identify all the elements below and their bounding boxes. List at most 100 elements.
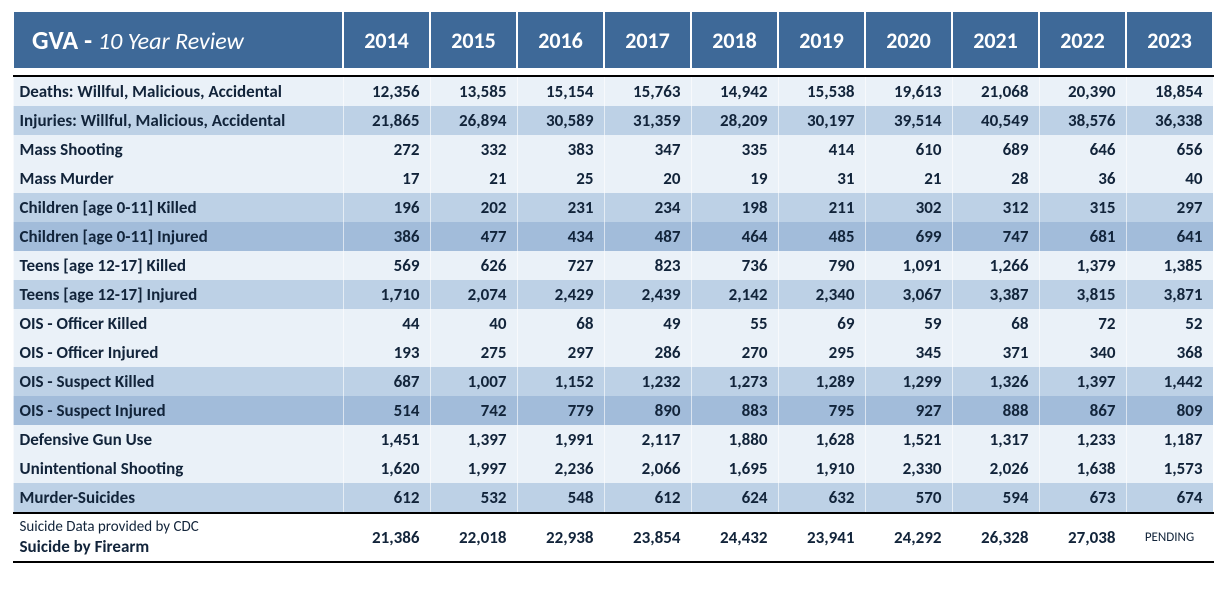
data-cell: 20 (604, 164, 691, 193)
data-cell: 1,326 (952, 367, 1039, 396)
table-row: Mass Shooting272332383347335414610689646… (13, 135, 1213, 164)
footer-cell: 24,432 (691, 513, 778, 562)
data-cell: 234 (604, 193, 691, 222)
data-cell: 44 (343, 309, 430, 338)
data-cell: 2,330 (865, 454, 952, 483)
row-label: Children [age 0-11] Killed (13, 193, 343, 222)
data-cell: 2,026 (952, 454, 1039, 483)
data-cell: 347 (604, 135, 691, 164)
data-cell: 302 (865, 193, 952, 222)
gva-table: GVA - 10 Year Review 2014 2015 2016 2017… (12, 12, 1214, 563)
data-cell: 548 (517, 483, 604, 513)
data-cell: 1,397 (1039, 367, 1126, 396)
data-cell: 270 (691, 338, 778, 367)
data-cell: 297 (517, 338, 604, 367)
row-label: OIS - Suspect Injured (13, 396, 343, 425)
data-cell: 632 (778, 483, 865, 513)
data-cell: 2,117 (604, 425, 691, 454)
row-label: OIS - Suspect Killed (13, 367, 343, 396)
year-header: 2018 (691, 12, 778, 68)
row-label: Deaths: Willful, Malicious, Accidental (13, 76, 343, 106)
data-cell: 414 (778, 135, 865, 164)
data-cell: 40,549 (952, 106, 1039, 135)
table-title: GVA - 10 Year Review (13, 12, 343, 68)
data-cell: 1,710 (343, 280, 430, 309)
data-cell: 1,573 (1126, 454, 1213, 483)
data-cell: 55 (691, 309, 778, 338)
data-cell: 1,091 (865, 251, 952, 280)
table-row: Injuries: Willful, Malicious, Accidental… (13, 106, 1213, 135)
data-cell: 286 (604, 338, 691, 367)
data-cell: 52 (1126, 309, 1213, 338)
data-cell: 15,538 (778, 76, 865, 106)
table-row: OIS - Officer Injured1932752972862702953… (13, 338, 1213, 367)
footer-cell: 22,938 (517, 513, 604, 562)
data-cell: 1,451 (343, 425, 430, 454)
row-label: Unintentional Shooting (13, 454, 343, 483)
table-row: OIS - Suspect Injured5147427798908837959… (13, 396, 1213, 425)
data-cell: 888 (952, 396, 1039, 425)
data-cell: 2,429 (517, 280, 604, 309)
data-cell: 1,299 (865, 367, 952, 396)
row-label: Children [age 0-11] Injured (13, 222, 343, 251)
data-cell: 40 (430, 309, 517, 338)
data-cell: 1,007 (430, 367, 517, 396)
data-cell: 681 (1039, 222, 1126, 251)
data-cell: 1,289 (778, 367, 865, 396)
data-cell: 790 (778, 251, 865, 280)
data-cell: 386 (343, 222, 430, 251)
data-cell: 345 (865, 338, 952, 367)
table-row: Children [age 0-11] Killed19620223123419… (13, 193, 1213, 222)
data-cell: 295 (778, 338, 865, 367)
data-cell: 674 (1126, 483, 1213, 513)
data-cell: 3,815 (1039, 280, 1126, 309)
data-cell: 1,152 (517, 367, 604, 396)
year-header: 2021 (952, 12, 1039, 68)
data-cell: 673 (1039, 483, 1126, 513)
data-cell: 727 (517, 251, 604, 280)
data-cell: 68 (952, 309, 1039, 338)
data-cell: 69 (778, 309, 865, 338)
data-cell: 38,576 (1039, 106, 1126, 135)
data-cell: 1,397 (430, 425, 517, 454)
data-cell: 371 (952, 338, 1039, 367)
data-cell: 1,638 (1039, 454, 1126, 483)
data-cell: 231 (517, 193, 604, 222)
data-cell: 18,854 (1126, 76, 1213, 106)
row-label: Injuries: Willful, Malicious, Accidental (13, 106, 343, 135)
data-cell: 890 (604, 396, 691, 425)
data-cell: 2,236 (517, 454, 604, 483)
year-header: 2014 (343, 12, 430, 68)
data-cell: 14,942 (691, 76, 778, 106)
table-row: Deaths: Willful, Malicious, Accidental12… (13, 76, 1213, 106)
year-header: 2015 (430, 12, 517, 68)
year-header: 2017 (604, 12, 691, 68)
data-cell: 68 (517, 309, 604, 338)
data-cell: 40 (1126, 164, 1213, 193)
footer-cell: 24,292 (865, 513, 952, 562)
table-row: Children [age 0-11] Injured3864774344874… (13, 222, 1213, 251)
year-header: 2023 (1126, 12, 1213, 68)
data-cell: 3,067 (865, 280, 952, 309)
title-part1: GVA - (32, 24, 98, 56)
data-cell: 19,613 (865, 76, 952, 106)
data-cell: 485 (778, 222, 865, 251)
data-cell: 641 (1126, 222, 1213, 251)
data-cell: 31,359 (604, 106, 691, 135)
data-cell: 1,695 (691, 454, 778, 483)
data-cell: 1,266 (952, 251, 1039, 280)
footer-cell-pending: PENDING (1126, 513, 1213, 562)
data-cell: 1,628 (778, 425, 865, 454)
data-cell: 20,390 (1039, 76, 1126, 106)
data-cell: 275 (430, 338, 517, 367)
row-label: Teens [age 12-17] Killed (13, 251, 343, 280)
footer-cell: 23,941 (778, 513, 865, 562)
data-cell: 36,338 (1126, 106, 1213, 135)
table-row: Teens [age 12-17] Injured1,7102,0742,429… (13, 280, 1213, 309)
row-label: Mass Shooting (13, 135, 343, 164)
data-cell: 193 (343, 338, 430, 367)
data-cell: 867 (1039, 396, 1126, 425)
data-cell: 13,585 (430, 76, 517, 106)
data-cell: 1,273 (691, 367, 778, 396)
footer-note: Suicide Data provided by CDC (20, 518, 333, 536)
